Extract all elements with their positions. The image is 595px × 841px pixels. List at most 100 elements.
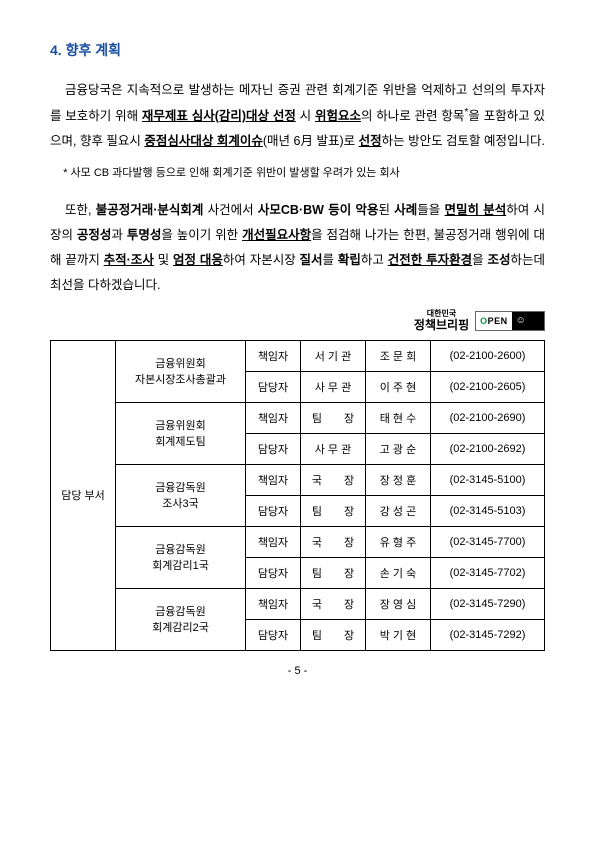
phone-cell: (02-2100-2690) — [431, 402, 545, 433]
open-text: OPEN — [476, 316, 512, 326]
phone-cell: (02-2100-2600) — [431, 340, 545, 371]
role-cell: 책임자 — [246, 464, 301, 495]
bold-text: 엄정 대응 — [173, 253, 223, 267]
role-cell: 담당자 — [246, 371, 301, 402]
table-row: 금융감독원조사3국책임자국 장장 정 훈(02-3145-5100) — [51, 464, 545, 495]
dept-cell: 금융위원회회계제도팀 — [116, 402, 246, 464]
role-cell: 책임자 — [246, 526, 301, 557]
bold-text: 선정 — [359, 134, 382, 148]
pos-cell: 서 기 관 — [301, 340, 366, 371]
policy-briefing-logo: 대한민국 정책브리핑 — [414, 310, 469, 332]
pos-cell: 사 무 관 — [301, 433, 366, 464]
paragraph-1: 금융당국은 지속적으로 발생하는 메자닌 증권 관련 회계기준 위반을 억제하고… — [50, 78, 545, 154]
logo-row: 대한민국 정책브리핑 OPEN ☺ — [50, 310, 545, 332]
bold-text: 사례 — [394, 203, 417, 217]
phone-cell: (02-3145-5100) — [431, 464, 545, 495]
page-number: - 5 - — [50, 665, 545, 677]
paragraph-2: 또한, 불공정거래·분식회계 사건에서 사모CB·BW 등이 악용된 사례들을 … — [50, 198, 545, 298]
section-title-text: 향후 계획 — [66, 42, 121, 58]
role-cell: 책임자 — [246, 402, 301, 433]
bold-text: 확립 — [338, 253, 361, 267]
bold-text: 위험요소 — [315, 109, 361, 123]
badge-bar — [530, 312, 544, 330]
pos-cell: 국 장 — [301, 464, 366, 495]
text: 하고 — [361, 253, 388, 267]
bold-text: 사모CB·BW 등이 악용 — [258, 203, 379, 217]
phone-cell: (02-3145-5103) — [431, 495, 545, 526]
pos-cell: 팀 장 — [301, 619, 366, 650]
text: 의 하나로 관련 항목 — [361, 109, 464, 123]
open-o: O — [480, 316, 488, 326]
name-cell: 이 주 현 — [366, 371, 431, 402]
open-rest: PEN — [488, 316, 508, 326]
name-cell: 손 기 숙 — [366, 557, 431, 588]
name-cell: 태 현 수 — [366, 402, 431, 433]
dept-cell: 금융감독원회계감리2국 — [116, 588, 246, 650]
dept-cell: 금융감독원조사3국 — [116, 464, 246, 526]
pos-cell: 팀 장 — [301, 495, 366, 526]
section-number: 4. — [50, 42, 62, 58]
role-cell: 책임자 — [246, 588, 301, 619]
contact-table: 담당 부서금융위원회자본시장조사총괄과책임자서 기 관조 문 희(02-2100… — [50, 340, 545, 651]
role-cell: 담당자 — [246, 433, 301, 464]
bold-text: 면밀히 분석 — [444, 203, 506, 217]
name-cell: 유 형 주 — [366, 526, 431, 557]
side-header: 담당 부서 — [51, 340, 116, 650]
bold-text: 조성 — [487, 253, 510, 267]
text: 및 — [154, 253, 173, 267]
bold-text: 개선필요사항 — [242, 228, 311, 242]
table-row: 금융감독원회계감리2국책임자국 장장 영 심(02-3145-7290) — [51, 588, 545, 619]
bold-text: 투명성 — [127, 228, 162, 242]
text: 들을 — [417, 203, 444, 217]
section-title: 4. 향후 계획 — [50, 40, 545, 60]
table-row: 금융위원회회계제도팀책임자팀 장태 현 수(02-2100-2690) — [51, 402, 545, 433]
text: 을 — [472, 253, 487, 267]
logo-title: 정책브리핑 — [414, 318, 469, 332]
bold-text: 건전한 투자환경 — [388, 253, 472, 267]
phone-cell: (02-3145-7700) — [431, 526, 545, 557]
pos-cell: 팀 장 — [301, 557, 366, 588]
text: 를 — [323, 253, 338, 267]
name-cell: 고 광 순 — [366, 433, 431, 464]
text: 사건에서 — [203, 203, 258, 217]
text: 시 — [296, 109, 315, 123]
text: 과 — [111, 228, 126, 242]
text: 또한, — [65, 203, 96, 217]
name-cell: 강 성 곤 — [366, 495, 431, 526]
name-cell: 박 기 현 — [366, 619, 431, 650]
name-cell: 조 문 희 — [366, 340, 431, 371]
footnote: * 사모 CB 과다발행 등으로 인해 회계기준 위반이 발생할 우려가 있는 … — [50, 164, 545, 184]
text: 을 높이기 위한 — [161, 228, 242, 242]
role-cell: 담당자 — [246, 557, 301, 588]
bold-text: 추적·조사 — [104, 253, 154, 267]
phone-cell: (02-3145-7702) — [431, 557, 545, 588]
role-cell: 책임자 — [246, 340, 301, 371]
role-cell: 담당자 — [246, 619, 301, 650]
bold-text: 중점심사대상 회계이슈 — [144, 134, 262, 148]
open-license-badge: OPEN ☺ — [475, 311, 545, 331]
pos-cell: 국 장 — [301, 526, 366, 557]
bold-text: 질서 — [300, 253, 323, 267]
text: 된 — [378, 203, 394, 217]
phone-cell: (02-3145-7290) — [431, 588, 545, 619]
bold-text: 재무제표 심사(감리)대상 선정 — [142, 109, 296, 123]
pos-cell: 팀 장 — [301, 402, 366, 433]
text: 하는 방안도 검토할 예정입니다. — [382, 134, 545, 148]
role-cell: 담당자 — [246, 495, 301, 526]
table-row: 담당 부서금융위원회자본시장조사총괄과책임자서 기 관조 문 희(02-2100… — [51, 340, 545, 371]
person-icon: ☺ — [512, 312, 530, 330]
pos-cell: 국 장 — [301, 588, 366, 619]
phone-cell: (02-2100-2692) — [431, 433, 545, 464]
phone-cell: (02-2100-2605) — [431, 371, 545, 402]
name-cell: 장 영 심 — [366, 588, 431, 619]
bold-text: 공정성 — [77, 228, 112, 242]
text: (매년 6月 발표)로 — [263, 134, 359, 148]
table-row: 금융감독원회계감리1국책임자국 장유 형 주(02-3145-7700) — [51, 526, 545, 557]
bold-text: 불공정거래·분식회계 — [96, 203, 204, 217]
pos-cell: 사 무 관 — [301, 371, 366, 402]
dept-cell: 금융감독원회계감리1국 — [116, 526, 246, 588]
text: 하여 자본시장 — [223, 253, 300, 267]
dept-cell: 금융위원회자본시장조사총괄과 — [116, 340, 246, 402]
name-cell: 장 정 훈 — [366, 464, 431, 495]
phone-cell: (02-3145-7292) — [431, 619, 545, 650]
